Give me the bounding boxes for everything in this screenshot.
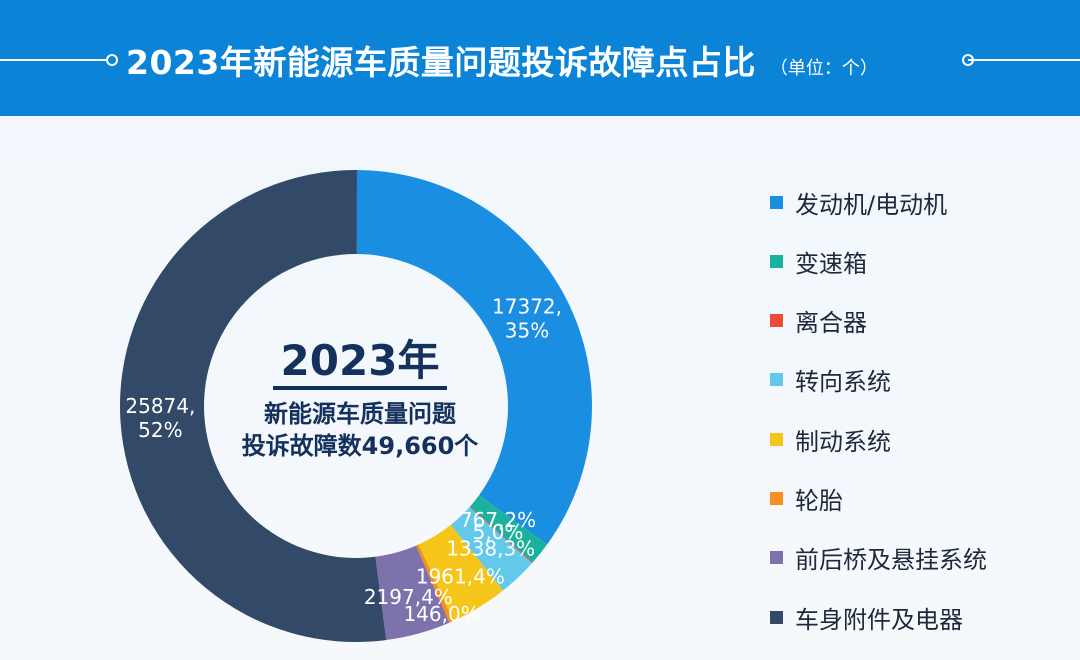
donut-slices: [120, 170, 593, 642]
legend-swatch: [770, 254, 783, 268]
legend-label: 前后桥及悬挂系统: [795, 546, 987, 575]
legend-label: 轮胎: [795, 486, 843, 515]
banner-rule-left: [0, 59, 112, 61]
legend-item-6: 轮胎: [770, 478, 1070, 518]
legend-item-4: 转向系统: [770, 360, 1070, 400]
legend-label: 车身附件及电器: [795, 605, 963, 634]
legend-item-3: 离合器: [770, 301, 1070, 341]
legend-label: 转向系统: [795, 368, 891, 397]
slice-label-2: 767,2%: [460, 508, 536, 532]
donut-slice-2: [469, 495, 548, 563]
legend-item-2: 变速箱: [770, 241, 1070, 281]
legend-label: 制动系统: [795, 427, 891, 456]
slice-label-7: 2197,4%: [364, 585, 453, 609]
chart-legend: 发动机/电动机 变速箱离合器转向系统制动系统轮胎前后桥及悬挂系统 车身附件及电器: [770, 182, 1070, 656]
donut-slice-5: [418, 524, 504, 622]
donut-slice-6: [416, 544, 454, 623]
center-total: 投诉故障数49,660个: [241, 432, 479, 460]
slice-label-3: 5,0%: [473, 520, 524, 544]
slice-label-5: 1961,4%: [416, 565, 505, 589]
donut-slice-1: [356, 170, 593, 545]
legend-swatch: [770, 610, 783, 624]
legend-swatch: [770, 491, 783, 505]
chart-title-text: 2023年新能源车质量问题投诉故障点占比: [126, 43, 756, 82]
donut-slice-labels: 17372, 35%767,2%5,0%1338,3%1961,4%146,0%2…: [125, 295, 562, 626]
legend-item-1: 发动机/电动机: [770, 182, 1070, 222]
center-subtitle: 新能源车质量问题: [264, 400, 456, 428]
legend-item-5: 制动系统: [770, 419, 1070, 459]
legend-label: 发动机/电动机: [795, 190, 948, 219]
legend-item-8: 车身附件及电器: [770, 597, 1070, 637]
donut-slice-3: [469, 506, 533, 564]
legend-swatch: [770, 195, 783, 209]
slice-label-4: 1338,3%: [446, 536, 535, 560]
banner-rule-right: [968, 59, 1080, 61]
donut-center-caption: 2023年 新能源车质量问题 投诉故障数49,660个: [200, 338, 520, 462]
donut-slice-7: [375, 545, 450, 641]
slice-label-8: 25874, 52%: [125, 394, 195, 442]
donut-slice-8: [120, 170, 387, 642]
legend-swatch: [770, 373, 783, 387]
legend-label: 离合器: [795, 309, 867, 338]
center-year: 2023年: [272, 338, 448, 390]
legend-swatch: [770, 314, 783, 328]
chart-title: 2023年新能源车质量问题投诉故障点占比 （单位：个）: [126, 36, 878, 86]
banner-dot-left: [106, 54, 118, 66]
chart-unit-text: （单位：个）: [769, 58, 878, 79]
title-banner: 2023年新能源车质量问题投诉故障点占比 （单位：个）: [0, 0, 1080, 116]
legend-label: 变速箱: [795, 249, 867, 278]
legend-item-7: 前后桥及悬挂系统: [770, 538, 1070, 578]
legend-swatch: [770, 432, 783, 446]
donut-slice-4: [450, 507, 533, 591]
slice-label-1: 17372, 35%: [492, 295, 562, 343]
slice-label-6: 146,0%: [403, 602, 479, 626]
legend-swatch: [770, 551, 783, 565]
